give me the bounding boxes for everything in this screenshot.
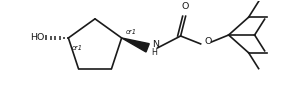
Text: HO: HO bbox=[30, 33, 44, 43]
Text: N: N bbox=[152, 40, 159, 49]
Text: H: H bbox=[152, 48, 158, 57]
Polygon shape bbox=[122, 38, 149, 52]
Text: O: O bbox=[182, 2, 189, 11]
Text: or1: or1 bbox=[71, 45, 82, 51]
Text: O: O bbox=[205, 37, 212, 46]
Text: or1: or1 bbox=[126, 29, 136, 35]
